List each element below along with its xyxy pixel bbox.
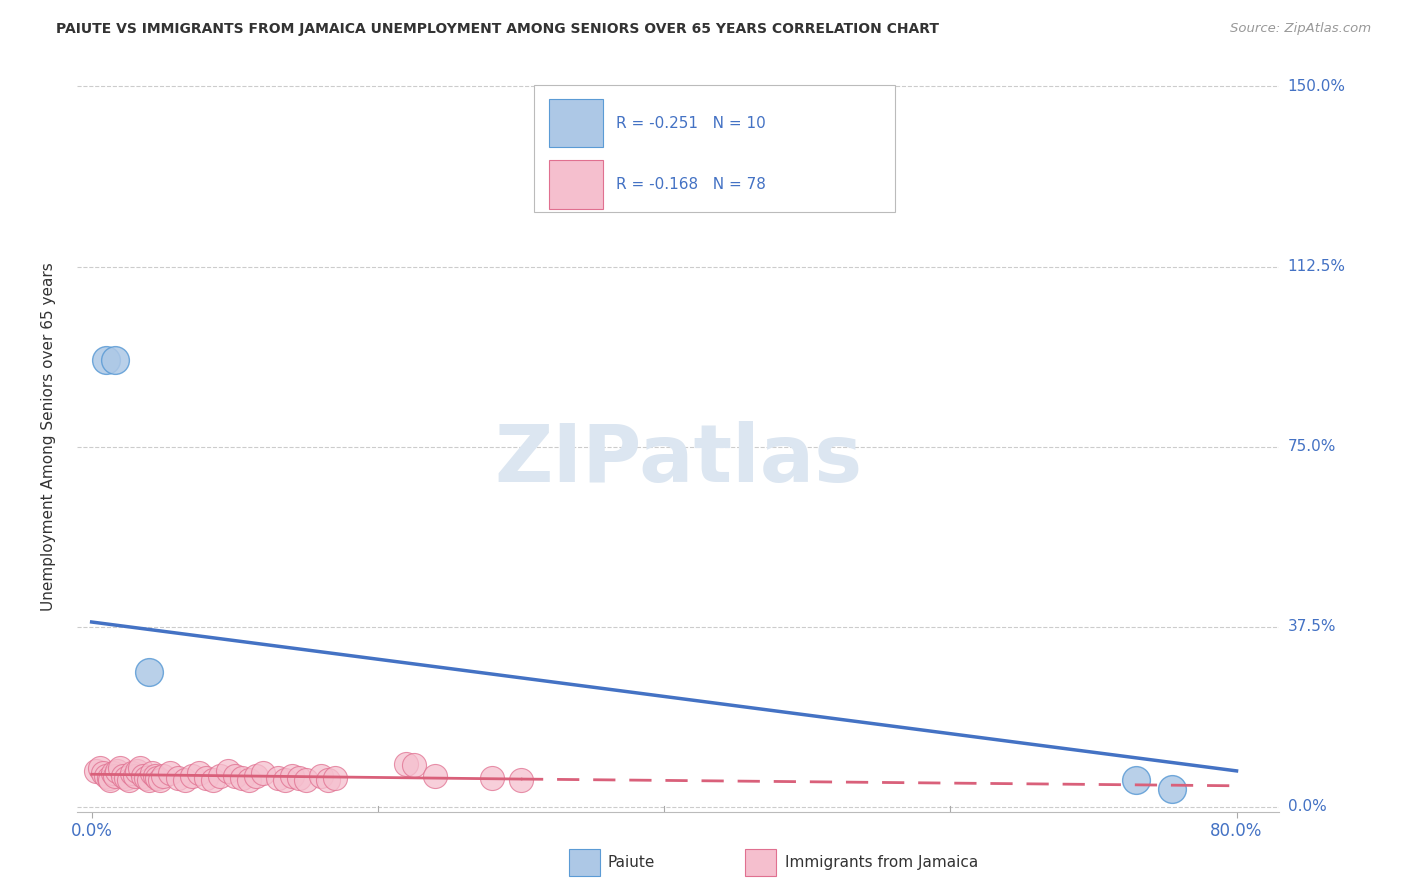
Point: [118, 773, 141, 788]
Text: ZIPatlas: ZIPatlas: [495, 420, 862, 499]
Point: [132, 769, 155, 783]
Point: [481, 771, 503, 785]
Point: [138, 665, 160, 680]
Point: [127, 764, 149, 778]
Point: [98, 773, 121, 788]
Text: 75.0%: 75.0%: [1288, 439, 1336, 454]
Point: [101, 766, 124, 780]
FancyBboxPatch shape: [534, 85, 894, 212]
Point: [110, 762, 132, 776]
Point: [195, 771, 218, 785]
Text: Immigrants from Jamaica: Immigrants from Jamaica: [785, 855, 977, 870]
Text: R = -0.251   N = 10: R = -0.251 N = 10: [616, 116, 766, 130]
Text: Source: ZipAtlas.com: Source: ZipAtlas.com: [1230, 22, 1371, 36]
Point: [252, 766, 274, 780]
Point: [138, 773, 160, 788]
Point: [135, 771, 157, 785]
Point: [89, 762, 111, 776]
Point: [103, 769, 125, 783]
Point: [103, 353, 125, 368]
Point: [180, 769, 202, 783]
Point: [245, 769, 267, 783]
Point: [124, 769, 146, 783]
Point: [295, 773, 318, 788]
Point: [217, 764, 239, 778]
Point: [188, 766, 211, 780]
Point: [141, 766, 163, 780]
Point: [107, 764, 129, 778]
Text: 0.0%: 0.0%: [1288, 799, 1326, 814]
Point: [1161, 781, 1184, 796]
Point: [129, 762, 152, 776]
Point: [316, 773, 339, 788]
Point: [149, 773, 172, 788]
Point: [281, 769, 304, 783]
Text: 150.0%: 150.0%: [1288, 79, 1346, 94]
Point: [152, 769, 174, 783]
Point: [1125, 773, 1147, 788]
Point: [91, 766, 114, 780]
Point: [231, 771, 253, 785]
Point: [238, 773, 260, 788]
Text: 112.5%: 112.5%: [1288, 259, 1346, 274]
Point: [224, 769, 246, 783]
Point: [423, 769, 446, 783]
Point: [288, 771, 311, 785]
Point: [159, 766, 181, 780]
Point: [323, 771, 346, 785]
Point: [209, 769, 232, 783]
Y-axis label: Unemployment Among Seniors over 65 years: Unemployment Among Seniors over 65 years: [42, 263, 56, 611]
Point: [121, 766, 143, 780]
Text: R = -0.168   N = 78: R = -0.168 N = 78: [616, 177, 766, 192]
Point: [166, 771, 188, 785]
Text: 37.5%: 37.5%: [1288, 619, 1336, 634]
Point: [94, 353, 117, 368]
Point: [274, 773, 297, 788]
Text: PAIUTE VS IMMIGRANTS FROM JAMAICA UNEMPLOYMENT AMONG SENIORS OVER 65 YEARS CORRE: PAIUTE VS IMMIGRANTS FROM JAMAICA UNEMPL…: [56, 22, 939, 37]
Point: [202, 773, 225, 788]
Point: [267, 771, 290, 785]
Point: [146, 771, 169, 785]
Point: [97, 771, 120, 785]
Point: [115, 771, 138, 785]
Point: [510, 773, 533, 788]
Point: [402, 757, 425, 772]
Point: [143, 769, 166, 783]
Point: [94, 769, 117, 783]
Point: [173, 773, 195, 788]
FancyBboxPatch shape: [548, 99, 603, 147]
Point: [84, 764, 107, 778]
Text: Paiute: Paiute: [607, 855, 655, 870]
Point: [112, 769, 135, 783]
FancyBboxPatch shape: [548, 160, 603, 209]
Point: [309, 769, 332, 783]
Point: [395, 756, 418, 771]
